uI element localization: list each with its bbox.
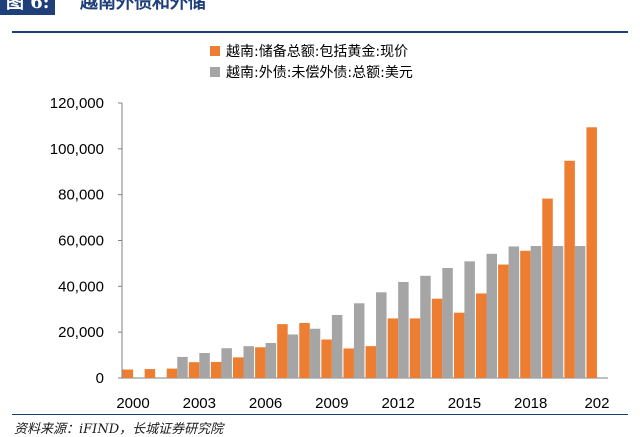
bar-reserves-2014 [431, 298, 443, 378]
bar-debt-2017 [508, 246, 520, 378]
legend-swatch-debt [210, 66, 220, 77]
bar-reserves-2015 [453, 312, 465, 378]
bar-reserves-2002 [166, 368, 178, 378]
y-tick-label: 0 [96, 370, 104, 387]
x-axis: 2000 2003 2006 2009 2012 2015 2018 202 [116, 377, 609, 412]
x-tick-label: 2012 [381, 395, 414, 412]
bar-debt-2006 [265, 342, 277, 378]
bar-debt-2005 [243, 346, 254, 378]
legend-item-reserves: 越南:储备总额:包括黄金:现价 [210, 40, 413, 61]
footer-rule [12, 414, 628, 415]
bar-debt-2009 [331, 314, 343, 378]
bar-reserves-2000 [122, 369, 134, 378]
bar-debt-2018 [530, 246, 542, 378]
bar-debt-2019 [552, 246, 564, 378]
source-note: 资料来源：iFIND，长城证券研究院 [14, 422, 224, 437]
x-tick-label: 2006 [249, 395, 282, 412]
bar-debt-2008 [309, 328, 321, 378]
bar-reserves-2019 [542, 198, 553, 378]
y-axis: 0 20,000 40,000 60,000 80,000 100,000 120,000 [50, 95, 123, 387]
x-tick-label: 2000 [116, 395, 149, 412]
bar-reserves-2003 [188, 362, 200, 378]
bar-series [122, 127, 597, 379]
bar-reserves-2012 [387, 318, 399, 378]
y-tick-label: 60,000 [58, 233, 104, 250]
y-tick-label: 20,000 [58, 324, 104, 341]
x-tick-label: 202 [584, 395, 609, 412]
y-tick-label: 120,000 [50, 95, 104, 112]
figure-title: 越南外债和外储 [80, 0, 206, 13]
bar-debt-2004 [221, 348, 232, 378]
bar-reserves-2021 [586, 127, 597, 379]
chart-legend: 越南:储备总额:包括黄金:现价 越南:外债:未偿外债:总额:美元 [210, 40, 413, 82]
bar-debt-2011 [376, 292, 387, 378]
bar-reserves-2004 [210, 361, 222, 378]
legend-label-reserves: 越南:储备总额:包括黄金:现价 [226, 43, 409, 60]
y-tick-label: 80,000 [58, 187, 104, 204]
x-tick-label: 2015 [448, 395, 481, 412]
bar-reserves-2008 [299, 323, 310, 378]
bar-debt-2016 [486, 253, 497, 378]
y-tick-label: 40,000 [58, 278, 104, 295]
bar-debt-2015 [464, 261, 475, 378]
bar-reserves-2009 [321, 339, 332, 378]
bar-reserves-2016 [476, 293, 487, 378]
bar-reserves-2007 [277, 324, 288, 378]
bar-debt-2010 [353, 303, 365, 378]
bar-debt-2007 [287, 334, 299, 378]
bar-debt-2020 [574, 246, 586, 378]
bar-debt-2012 [398, 281, 409, 378]
bar-reserves-2017 [498, 264, 509, 378]
bar-reserves-2011 [365, 346, 377, 378]
bar-reserves-2005 [233, 357, 244, 378]
bar-debt-2014 [442, 268, 453, 378]
bar-reserves-2018 [520, 250, 531, 378]
bar-reserves-2010 [343, 348, 354, 378]
legend-label-debt: 越南:外债:未偿外债:总额:美元 [226, 64, 413, 81]
legend-item-debt: 越南:外债:未偿外债:总额:美元 [210, 61, 413, 82]
figure-label: 图 6: [0, 0, 56, 15]
bar-reserves-2013 [409, 318, 421, 378]
bar-debt-2002 [177, 356, 188, 378]
x-tick-label: 2009 [315, 395, 348, 412]
figure-header: 图 6: 越南外债和外储 [0, 0, 640, 22]
bar-reserves-2006 [255, 347, 266, 378]
legend-swatch-reserves [210, 45, 220, 56]
bar-reserves-2020 [564, 160, 575, 378]
bar-debt-2003 [199, 353, 210, 378]
x-tick-label: 2003 [183, 395, 216, 412]
bar-debt-2013 [420, 275, 431, 378]
bar-reserves-2001 [144, 369, 156, 378]
x-tick-label: 2018 [514, 395, 547, 412]
y-tick-label: 100,000 [50, 141, 104, 158]
header-rule [12, 31, 628, 33]
